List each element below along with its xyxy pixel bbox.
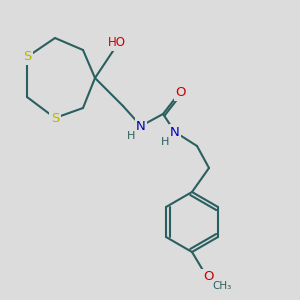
Text: CH₃: CH₃ [212, 281, 232, 291]
Text: S: S [51, 112, 59, 124]
Text: H: H [161, 137, 169, 147]
Text: H: H [127, 131, 135, 141]
Text: N: N [136, 119, 146, 133]
Text: O: O [203, 271, 213, 284]
Text: HO: HO [108, 37, 126, 50]
Text: S: S [23, 50, 31, 64]
Text: O: O [176, 86, 186, 100]
Text: N: N [170, 125, 180, 139]
